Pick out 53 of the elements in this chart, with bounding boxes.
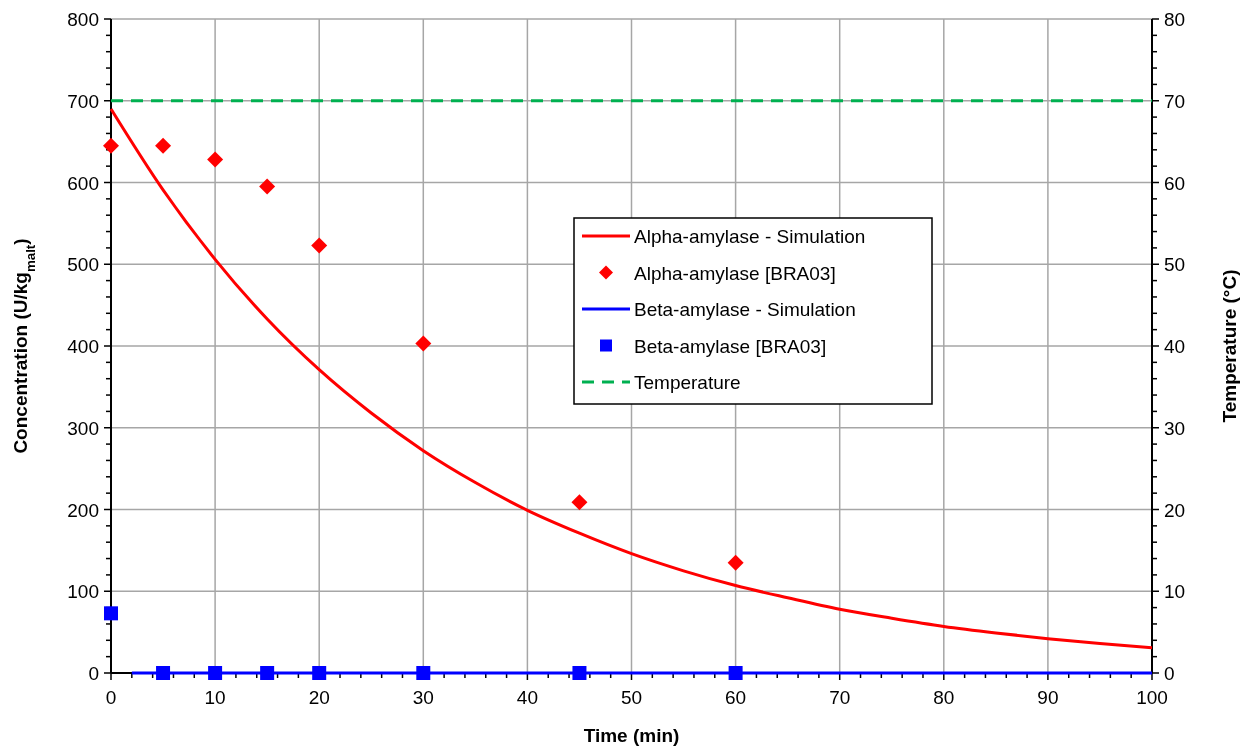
y2-tick-label: 80	[1164, 9, 1186, 30]
x-tick-label: 40	[516, 687, 538, 708]
point	[207, 151, 224, 168]
y-tick-label: 100	[67, 581, 99, 603]
point	[103, 137, 119, 154]
y2-tick-label: 50	[1164, 254, 1186, 276]
y-tick-label: 600	[67, 172, 99, 194]
y2-tick-label: 20	[1164, 499, 1186, 521]
point	[311, 237, 328, 254]
x-tick-label: 30	[412, 687, 434, 708]
point	[312, 666, 327, 680]
point	[260, 666, 275, 680]
point	[571, 494, 588, 511]
y-tick-label: 300	[67, 417, 99, 439]
x-tick-label: 20	[308, 687, 330, 708]
y-tick-label: 400	[67, 336, 99, 357]
y-tick-label: 0	[88, 663, 99, 684]
point	[572, 666, 587, 680]
point	[156, 666, 171, 680]
legend-label: Beta-amylase - Simulation	[634, 299, 856, 320]
point	[104, 606, 118, 621]
y-tick-label: 800	[67, 9, 99, 30]
point	[416, 666, 431, 680]
x-tick-label: 10	[204, 687, 226, 708]
x-axis-title: Time (min)	[583, 725, 680, 746]
point	[259, 178, 276, 195]
line-series	[109, 107, 1154, 650]
x-tick-label: 0	[105, 687, 117, 708]
y2-tick-label: 40	[1164, 336, 1186, 357]
x-tick-label: 80	[933, 687, 955, 708]
point	[208, 666, 223, 680]
y2-tick-label: 30	[1164, 417, 1186, 439]
y2-tick-label: 70	[1164, 90, 1186, 112]
point	[727, 554, 744, 571]
x-tick-label: 50	[620, 687, 643, 708]
point	[415, 335, 432, 352]
legend-label: Alpha-amylase [BRA03]	[634, 262, 836, 284]
y-tick-label: 700	[67, 90, 99, 112]
y2-tick-label: 60	[1164, 172, 1186, 194]
y2-tick-label: 0	[1164, 663, 1175, 684]
x-tick-label: 70	[829, 687, 851, 708]
y2-axis-title: Temperature (°C)	[1219, 269, 1240, 423]
y-tick-label: 200	[67, 499, 99, 521]
x-tick-label: 100	[1136, 687, 1168, 708]
legend-label: Beta-amylase [BRA03]	[634, 335, 827, 357]
y-tick-label: 500	[67, 254, 99, 276]
point	[728, 666, 743, 680]
x-tick-label: 60	[725, 687, 747, 708]
legend-label: Alpha-amylase - Simulation	[634, 226, 866, 247]
x-tick-label: 90	[1037, 687, 1059, 708]
legend-label: Temperature	[634, 372, 741, 393]
point	[155, 137, 172, 154]
y2-tick-label: 10	[1164, 581, 1186, 603]
